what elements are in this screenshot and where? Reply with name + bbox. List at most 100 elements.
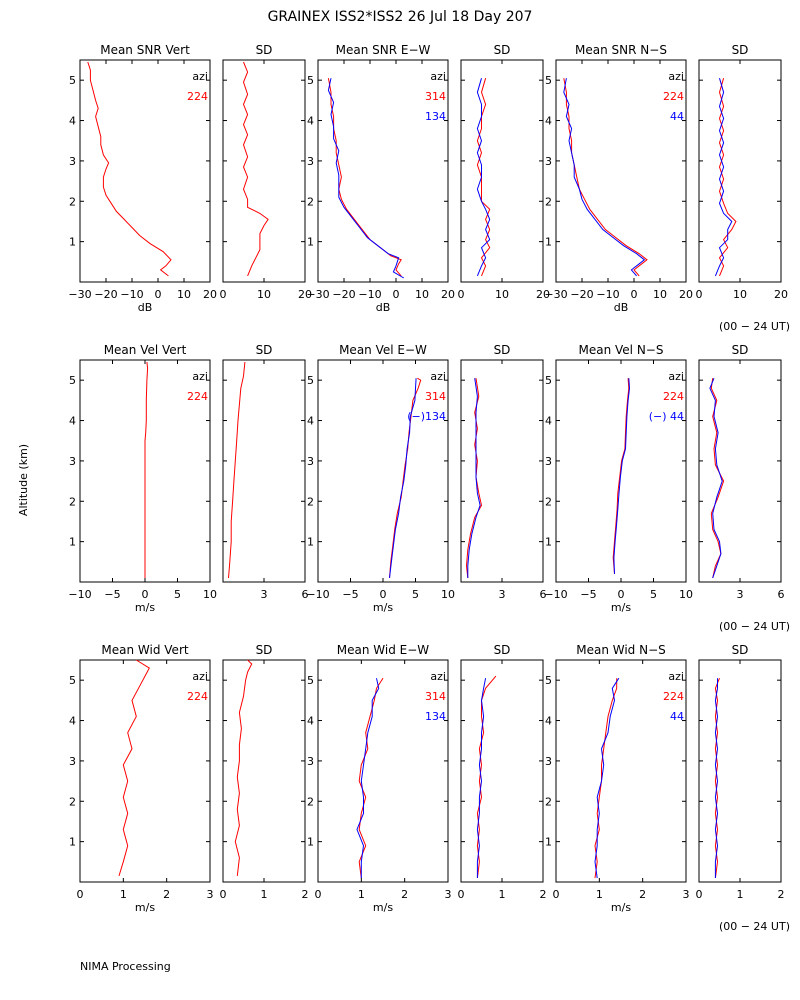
x-tick-label: 6 bbox=[302, 588, 309, 601]
x-tick-label: 10 bbox=[203, 588, 217, 601]
panel-title: SD bbox=[732, 43, 749, 57]
y-tick-label: 2 bbox=[545, 495, 552, 508]
x-tick-label: 1 bbox=[261, 888, 268, 901]
x-tick-label: 1 bbox=[358, 888, 365, 901]
series-line-red bbox=[358, 677, 384, 879]
panel-1-1: Mean SNR Vert 1 2 3 4 5 −30 −20 −10 0 10 20 dB azi 224 bbox=[68, 43, 217, 314]
x-tick-label: 1 bbox=[120, 888, 127, 901]
panel-2-1: Mean Vel Vert 1 2 3 4 5 −10 −5 0 5 10 m/s azi 224 bbox=[68, 343, 217, 614]
x-tick-label: −5 bbox=[580, 588, 596, 601]
x-tick-label: 0 bbox=[696, 288, 703, 301]
x-tick-label: 2 bbox=[163, 888, 170, 901]
x-tick-label: 10 bbox=[441, 588, 455, 601]
y-tick-label: 3 bbox=[307, 155, 314, 168]
legend-entry: 224 bbox=[663, 90, 684, 103]
x-tick-label: 20 bbox=[679, 288, 693, 301]
x-tick-label: −30 bbox=[68, 288, 91, 301]
x-tick-label: −10 bbox=[544, 588, 567, 601]
plot-frame bbox=[698, 659, 782, 883]
y-tick-label: 1 bbox=[545, 236, 552, 249]
y-tick-label: 4 bbox=[545, 115, 552, 128]
x-tick-label: 20 bbox=[298, 288, 312, 301]
legend-entry: (−) 44 bbox=[649, 410, 684, 423]
x-tick-label: 10 bbox=[679, 588, 693, 601]
ut-note-row2: (00 − 24 UT) bbox=[719, 620, 790, 633]
series-line-red bbox=[612, 378, 630, 574]
series-line-red bbox=[476, 675, 497, 879]
plot-frame bbox=[79, 659, 211, 883]
series-line-red bbox=[144, 361, 149, 578]
series-line-red bbox=[234, 659, 253, 876]
legend-header: azi bbox=[192, 670, 208, 683]
panel-2-6: SD 3 6 bbox=[698, 343, 785, 601]
x-tick-label: 3 bbox=[683, 888, 690, 901]
y-tick-label: 1 bbox=[69, 236, 76, 249]
panel-3-5: Mean Wid N−S 1 2 3 4 5 0 1 2 3 m/s azi 224 44 bbox=[545, 643, 690, 914]
panel-title: Mean Wid Vert bbox=[101, 643, 188, 657]
legend-entry: 314 bbox=[425, 390, 446, 403]
panel-1-3: Mean SNR E−W 1 2 3 4 5 −30 −20 −10 0 10 20 dB azi 314 1… bbox=[306, 43, 455, 314]
plot-frame bbox=[222, 59, 306, 283]
y-tick-label: 3 bbox=[545, 155, 552, 168]
y-tick-label: 3 bbox=[69, 755, 76, 768]
x-tick-label: 5 bbox=[174, 588, 181, 601]
series-line-blue bbox=[476, 78, 491, 277]
legend-header: azi bbox=[430, 70, 446, 83]
x-tick-label: −30 bbox=[544, 288, 567, 301]
y-tick-label: 4 bbox=[545, 415, 552, 428]
legend-entry: 134 bbox=[425, 710, 446, 723]
y-tick-label: 5 bbox=[69, 74, 76, 87]
y-tick-label: 1 bbox=[307, 536, 314, 549]
x-tick-label: 3 bbox=[737, 588, 744, 601]
x-tick-label: 0 bbox=[631, 288, 638, 301]
series-line-red bbox=[118, 659, 150, 877]
legend-entry: 224 bbox=[663, 690, 684, 703]
x-tick-label: 3 bbox=[445, 888, 452, 901]
legend-header: azi bbox=[668, 70, 684, 83]
legend-header: azi bbox=[192, 370, 208, 383]
x-tick-label: 0 bbox=[458, 288, 465, 301]
x-tick-label: 1 bbox=[596, 888, 603, 901]
x-tick-label: −10 bbox=[306, 588, 329, 601]
panel-1-5: Mean SNR N−S 1 2 3 4 5 −30 −20 −10 0 10 20 dB azi 224 4… bbox=[544, 43, 693, 314]
x-tick-label: −5 bbox=[104, 588, 120, 601]
legend-header: azi bbox=[668, 670, 684, 683]
y-tick-label: 1 bbox=[545, 536, 552, 549]
panel-title: SD bbox=[494, 343, 511, 357]
x-tick-label: 0 bbox=[77, 888, 84, 901]
x-tick-label: 10 bbox=[177, 288, 191, 301]
panel-1-2: SD 0 10 20 bbox=[220, 43, 313, 301]
x-tick-label: 0 bbox=[315, 888, 322, 901]
plot-frame bbox=[460, 59, 544, 283]
series-line-red bbox=[242, 61, 269, 277]
x-tick-label: 1 bbox=[499, 888, 506, 901]
y-tick-label: 5 bbox=[307, 74, 314, 87]
y-tick-label: 4 bbox=[69, 415, 76, 428]
series-line-red bbox=[563, 78, 648, 277]
series-line-blue bbox=[563, 78, 646, 277]
plot-frame bbox=[222, 659, 306, 883]
legend-entry: 224 bbox=[187, 390, 208, 403]
x-tick-label: 0 bbox=[696, 888, 703, 901]
x-tick-label: 1 bbox=[737, 888, 744, 901]
x-tick-label: −20 bbox=[332, 288, 355, 301]
plot-frame bbox=[555, 59, 687, 283]
y-tick-label: 2 bbox=[545, 795, 552, 808]
legend-entry: 224 bbox=[187, 690, 208, 703]
legend-header: azi bbox=[192, 70, 208, 83]
series-line-blue bbox=[594, 677, 620, 879]
panel-title: Mean SNR E−W bbox=[336, 43, 431, 57]
y-tick-label: 5 bbox=[545, 674, 552, 687]
y-tick-label: 4 bbox=[545, 715, 552, 728]
x-tick-label: −10 bbox=[358, 288, 381, 301]
y-tick-label: 1 bbox=[307, 236, 314, 249]
x-axis-label: m/s bbox=[611, 901, 631, 914]
series-line-red bbox=[389, 377, 422, 579]
y-tick-label: 3 bbox=[307, 455, 314, 468]
y-axis-label: Altitude (km) bbox=[17, 444, 30, 516]
series-line-red bbox=[87, 61, 172, 277]
x-tick-label: 0 bbox=[618, 588, 625, 601]
series-line-red bbox=[228, 361, 246, 579]
x-tick-label: 2 bbox=[778, 888, 785, 901]
x-tick-label: 3 bbox=[261, 588, 268, 601]
